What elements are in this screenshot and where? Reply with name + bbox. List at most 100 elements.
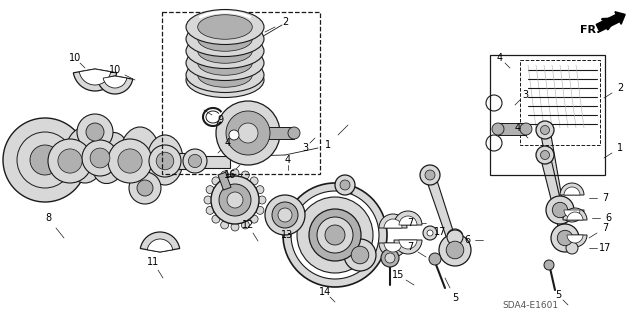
Ellipse shape (186, 34, 264, 68)
Ellipse shape (92, 132, 129, 184)
Circle shape (351, 246, 369, 264)
Circle shape (325, 225, 345, 245)
Ellipse shape (147, 135, 183, 185)
Circle shape (256, 186, 264, 194)
Text: 7: 7 (407, 218, 413, 228)
Text: 5: 5 (452, 293, 458, 303)
Circle shape (439, 234, 471, 266)
Text: 11: 11 (147, 257, 159, 267)
Polygon shape (340, 184, 364, 256)
Text: 17: 17 (434, 227, 446, 237)
Text: 16: 16 (224, 170, 236, 180)
Circle shape (385, 253, 395, 263)
Bar (40, 153, 195, 169)
Bar (490, 55, 605, 175)
Circle shape (423, 226, 437, 240)
Circle shape (258, 196, 266, 204)
Ellipse shape (186, 58, 264, 92)
Circle shape (283, 183, 387, 287)
Circle shape (541, 150, 550, 159)
Bar (195, 156, 230, 168)
Text: 8: 8 (45, 213, 51, 223)
Text: 2: 2 (617, 83, 623, 93)
Circle shape (492, 123, 504, 135)
Circle shape (206, 186, 214, 194)
Text: 1: 1 (325, 140, 331, 150)
Circle shape (241, 221, 250, 229)
Circle shape (335, 175, 355, 195)
Wedge shape (379, 243, 407, 257)
Wedge shape (384, 219, 402, 228)
Circle shape (221, 171, 228, 179)
Circle shape (219, 184, 251, 216)
Circle shape (212, 177, 220, 185)
Circle shape (58, 149, 82, 173)
Text: 17: 17 (599, 243, 611, 253)
Ellipse shape (186, 45, 264, 81)
Text: FR.: FR. (580, 25, 600, 35)
Circle shape (204, 196, 212, 204)
Circle shape (250, 215, 258, 223)
Text: 4: 4 (225, 138, 231, 148)
Circle shape (108, 139, 152, 183)
Circle shape (227, 192, 243, 208)
Circle shape (272, 202, 298, 228)
Circle shape (90, 148, 110, 168)
Text: 10: 10 (69, 53, 81, 63)
Text: 1: 1 (617, 143, 623, 153)
Ellipse shape (198, 39, 252, 63)
Text: 4: 4 (515, 123, 521, 133)
Circle shape (216, 101, 280, 165)
Ellipse shape (198, 15, 252, 39)
Circle shape (82, 140, 118, 176)
Bar (266, 127, 294, 139)
Circle shape (212, 215, 220, 223)
Wedge shape (567, 212, 583, 220)
Circle shape (231, 169, 239, 177)
Text: 7: 7 (407, 242, 413, 252)
Wedge shape (140, 232, 180, 252)
Circle shape (447, 229, 463, 245)
Circle shape (206, 206, 214, 214)
Text: 7: 7 (602, 223, 608, 233)
Text: 4: 4 (497, 53, 503, 63)
Text: 15: 15 (392, 270, 404, 280)
Circle shape (340, 180, 350, 190)
Polygon shape (425, 173, 459, 251)
Circle shape (541, 125, 550, 134)
Wedge shape (394, 240, 422, 254)
Bar (162, 12, 320, 174)
Circle shape (420, 165, 440, 185)
Wedge shape (399, 216, 417, 225)
Wedge shape (79, 69, 111, 85)
Wedge shape (563, 208, 587, 220)
Circle shape (17, 132, 73, 188)
Circle shape (241, 171, 250, 179)
Circle shape (231, 223, 239, 231)
Circle shape (317, 217, 353, 253)
Wedge shape (97, 76, 132, 94)
FancyArrow shape (596, 12, 625, 32)
Circle shape (427, 230, 433, 236)
Circle shape (256, 206, 264, 214)
Circle shape (297, 197, 373, 273)
Circle shape (520, 123, 532, 135)
Circle shape (156, 152, 174, 170)
Wedge shape (567, 235, 583, 243)
Circle shape (288, 127, 300, 139)
Ellipse shape (65, 127, 105, 183)
Circle shape (425, 170, 435, 180)
Circle shape (446, 241, 464, 259)
Circle shape (137, 180, 153, 196)
Text: 2: 2 (282, 17, 288, 27)
Circle shape (86, 123, 104, 141)
Circle shape (250, 177, 258, 185)
Circle shape (278, 208, 292, 222)
Text: 3: 3 (302, 143, 308, 153)
Polygon shape (540, 154, 569, 239)
Circle shape (381, 249, 399, 267)
Circle shape (552, 202, 568, 218)
Wedge shape (399, 240, 417, 249)
Wedge shape (560, 210, 584, 222)
Circle shape (265, 195, 305, 235)
